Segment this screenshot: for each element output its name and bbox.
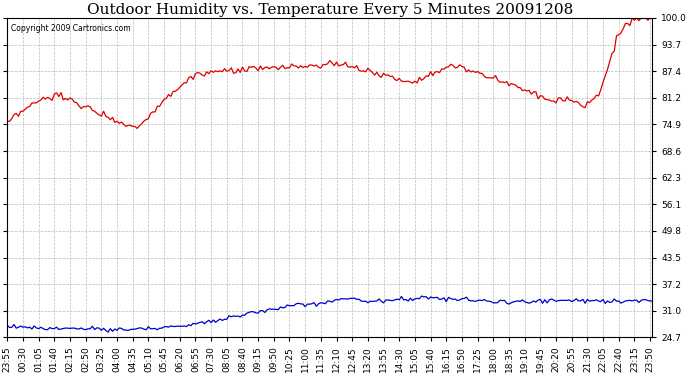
Text: Copyright 2009 Cartronics.com: Copyright 2009 Cartronics.com: [10, 24, 130, 33]
Title: Outdoor Humidity vs. Temperature Every 5 Minutes 20091208: Outdoor Humidity vs. Temperature Every 5…: [87, 3, 573, 17]
